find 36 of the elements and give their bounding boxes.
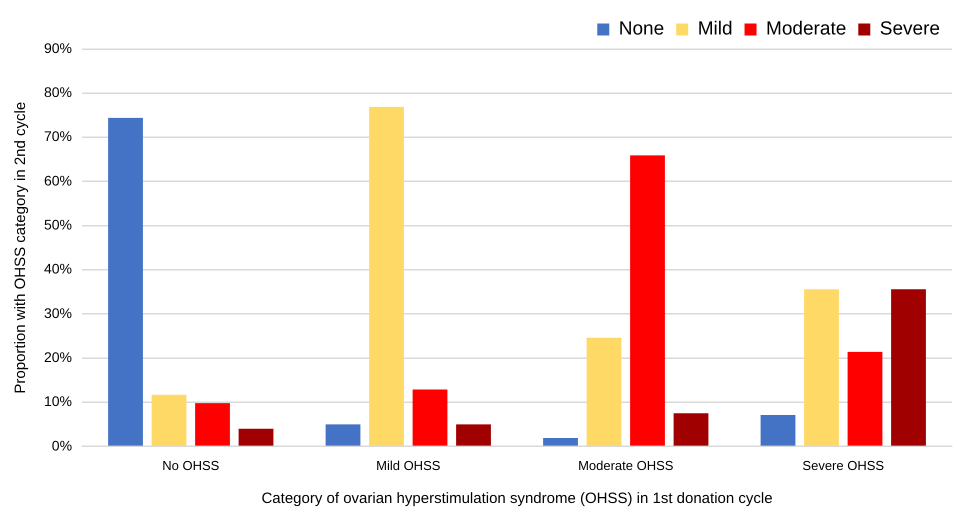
bar	[586, 338, 622, 446]
bar	[891, 289, 926, 446]
bar	[630, 155, 665, 446]
bar	[543, 438, 578, 446]
bar	[108, 118, 143, 446]
x-tick-label: Mild OHSS	[376, 458, 441, 473]
y-tick-label: 90%	[44, 40, 72, 56]
bar	[195, 403, 230, 446]
y-tick-label: 10%	[44, 393, 72, 410]
y-tick-label: 30%	[44, 304, 72, 321]
y-tick-label: 80%	[44, 84, 72, 100]
legend-label: Mild	[698, 18, 733, 40]
y-tick-label: 20%	[44, 348, 72, 365]
legend-label: Moderate	[766, 18, 846, 40]
x-tick-label: Moderate OHSS	[578, 458, 674, 473]
bar	[674, 413, 708, 446]
legend-label: None	[618, 18, 664, 40]
x-axis-title: Category of ovarian hyperstimulation syndrome (OHSS) in 1st donation cycle	[261, 490, 773, 508]
bar	[804, 289, 839, 446]
bar	[412, 389, 448, 446]
bar	[760, 415, 796, 446]
legend-label: Severe	[880, 18, 940, 40]
bar	[238, 428, 274, 446]
bar	[369, 106, 404, 446]
x-tick-label: Severe OHSS	[802, 458, 884, 473]
y-tick-label: 70%	[44, 128, 72, 144]
bar	[152, 394, 186, 446]
bar	[326, 424, 360, 446]
bar	[848, 352, 882, 446]
y-tick-label: 60%	[44, 172, 72, 188]
y-tick-label: 50%	[44, 216, 72, 232]
y-axis-title: Proportion with OHSS category in 2nd cycle	[12, 102, 30, 394]
y-tick-label: 0%	[52, 437, 72, 454]
bar	[456, 424, 491, 446]
y-tick-label: 40%	[44, 260, 72, 277]
x-tick-label: No OHSS	[162, 458, 220, 473]
